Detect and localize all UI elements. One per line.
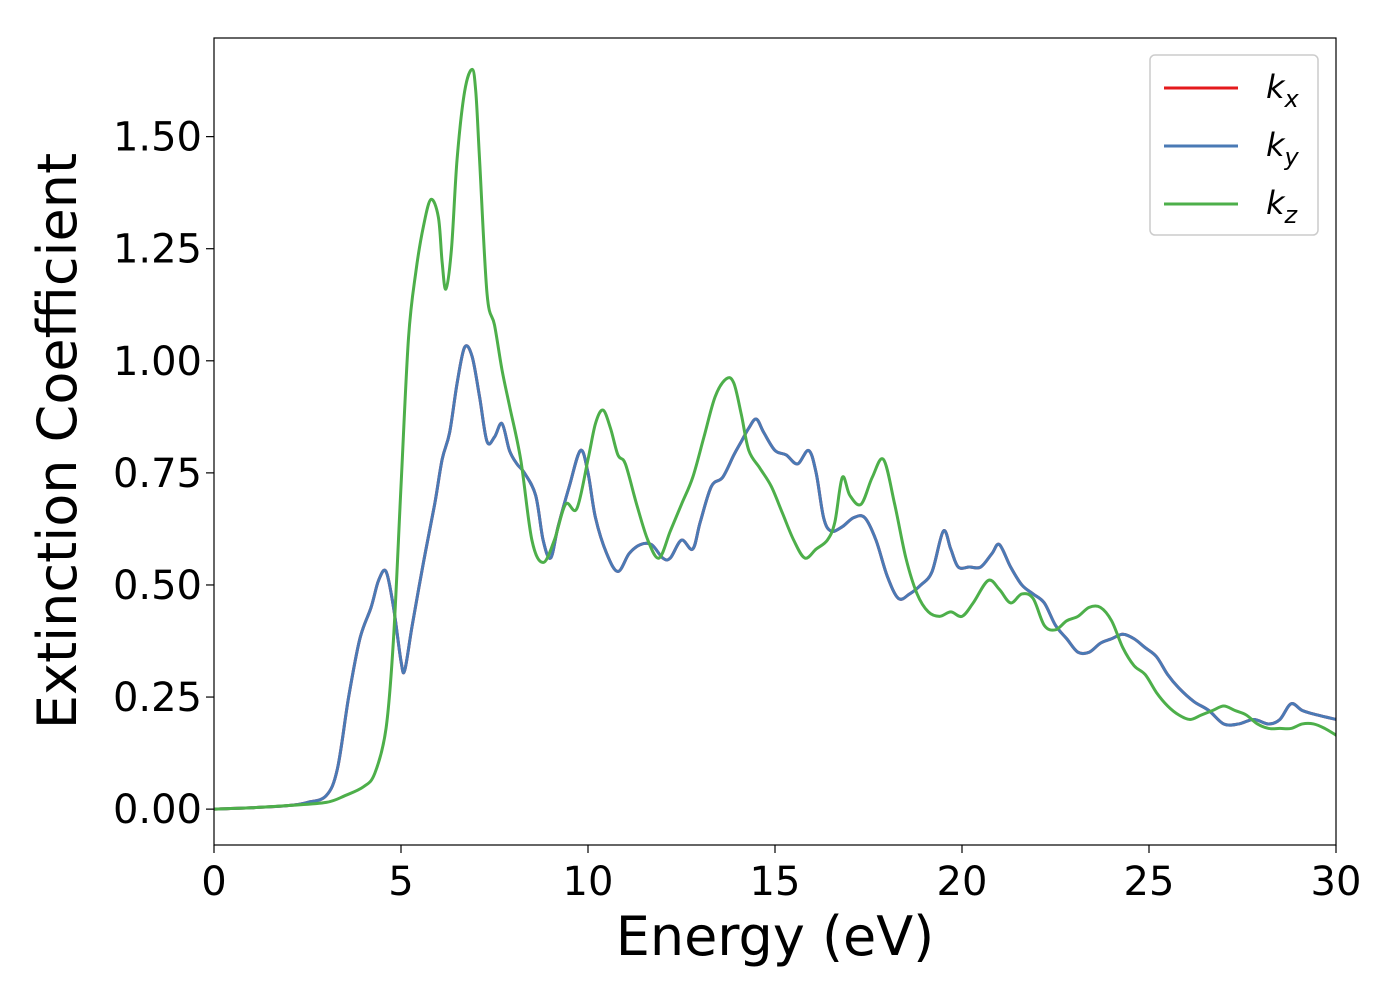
x-tick-label: 25 — [1124, 859, 1175, 905]
x-tick-label: 15 — [750, 859, 801, 905]
series-layer — [214, 67, 1336, 811]
legend-label-y: ky — [1266, 126, 1300, 171]
legend-label-x: kx — [1266, 68, 1300, 113]
y-tick-label: 0.75 — [113, 451, 202, 497]
y-tick-label: 1.25 — [113, 227, 202, 273]
series-line-z — [214, 67, 1336, 811]
series-line-y — [214, 344, 1336, 811]
legend: kx ky kz — [1149, 54, 1319, 236]
y-axis: 0.00 0.25 0.50 0.75 1.00 1.25 1.50 — [113, 115, 214, 833]
x-tick-label: 30 — [1311, 859, 1362, 905]
y-tick-label: 0.00 — [113, 787, 202, 833]
x-axis-label: Energy (eV) — [616, 905, 935, 968]
x-tick-label: 0 — [201, 859, 226, 905]
y-tick-label: 1.00 — [113, 339, 202, 385]
y-tick-label: 1.50 — [113, 115, 202, 161]
x-axis: 0 5 10 15 20 25 30 — [201, 845, 1361, 905]
series-line-x — [214, 344, 1336, 811]
x-tick-label: 5 — [388, 859, 413, 905]
y-axis-label: Extinction Coefficient — [26, 153, 89, 729]
x-tick-label: 10 — [563, 859, 614, 905]
x-tick-label: 20 — [937, 859, 988, 905]
y-tick-label: 0.50 — [113, 563, 202, 609]
legend-label-z: kz — [1266, 184, 1299, 229]
y-tick-label: 0.25 — [113, 675, 202, 721]
